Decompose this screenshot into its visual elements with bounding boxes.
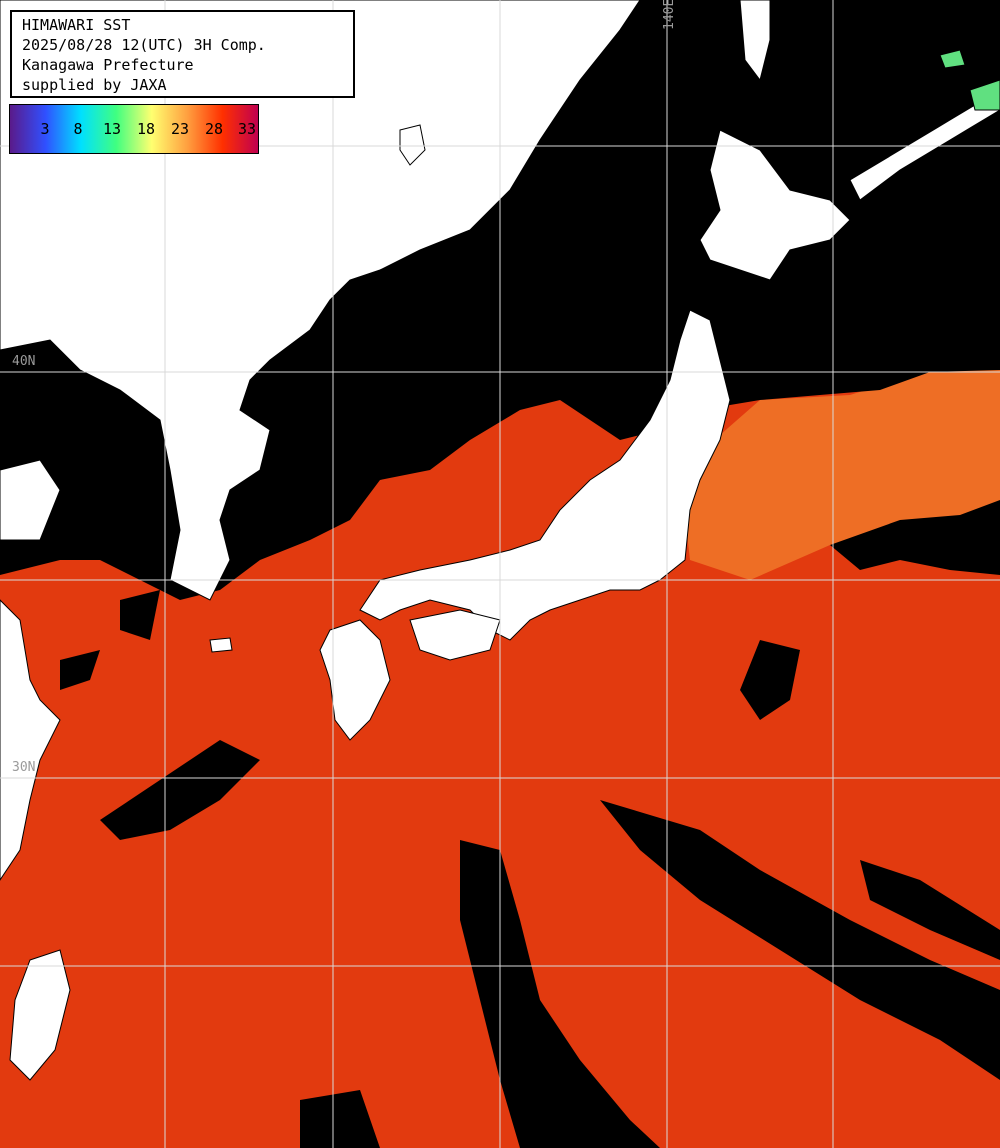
legend-tick-labels: 3 8 13 18 23 28 33 [10, 120, 258, 140]
title-line-3: Kanagawa Prefecture [22, 56, 194, 74]
kyushu [319, 619, 391, 741]
longitude-label-140e: 140E [662, 0, 677, 30]
taiwan [9, 949, 71, 1081]
temperature-legend: 3 8 13 18 23 28 33 [9, 104, 259, 154]
shikoku [409, 609, 501, 661]
title-line-4: supplied by JAXA [22, 76, 167, 94]
legend-tick: 18 [136, 120, 156, 138]
legend-tick: 13 [102, 120, 122, 138]
legend-tick: 23 [170, 120, 190, 138]
legend-tick: 8 [73, 120, 83, 138]
honshu [359, 309, 731, 641]
title-line-2: 2025/08/28 12(UTC) 3H Comp. [22, 36, 266, 54]
title-line-1: HIMAWARI SST [22, 16, 131, 34]
legend-tick: 3 [40, 120, 50, 138]
latitude-label-30n: 30N [12, 760, 36, 775]
map-title-box: HIMAWARI SST 2025/08/28 12(UTC) 3H Comp.… [10, 10, 355, 98]
legend-tick: 28 [204, 120, 224, 138]
hokkaido [699, 129, 851, 281]
legend-color-bar [10, 105, 258, 153]
legend-tick: 33 [237, 120, 257, 138]
latitude-label-40n: 40N [12, 354, 36, 369]
